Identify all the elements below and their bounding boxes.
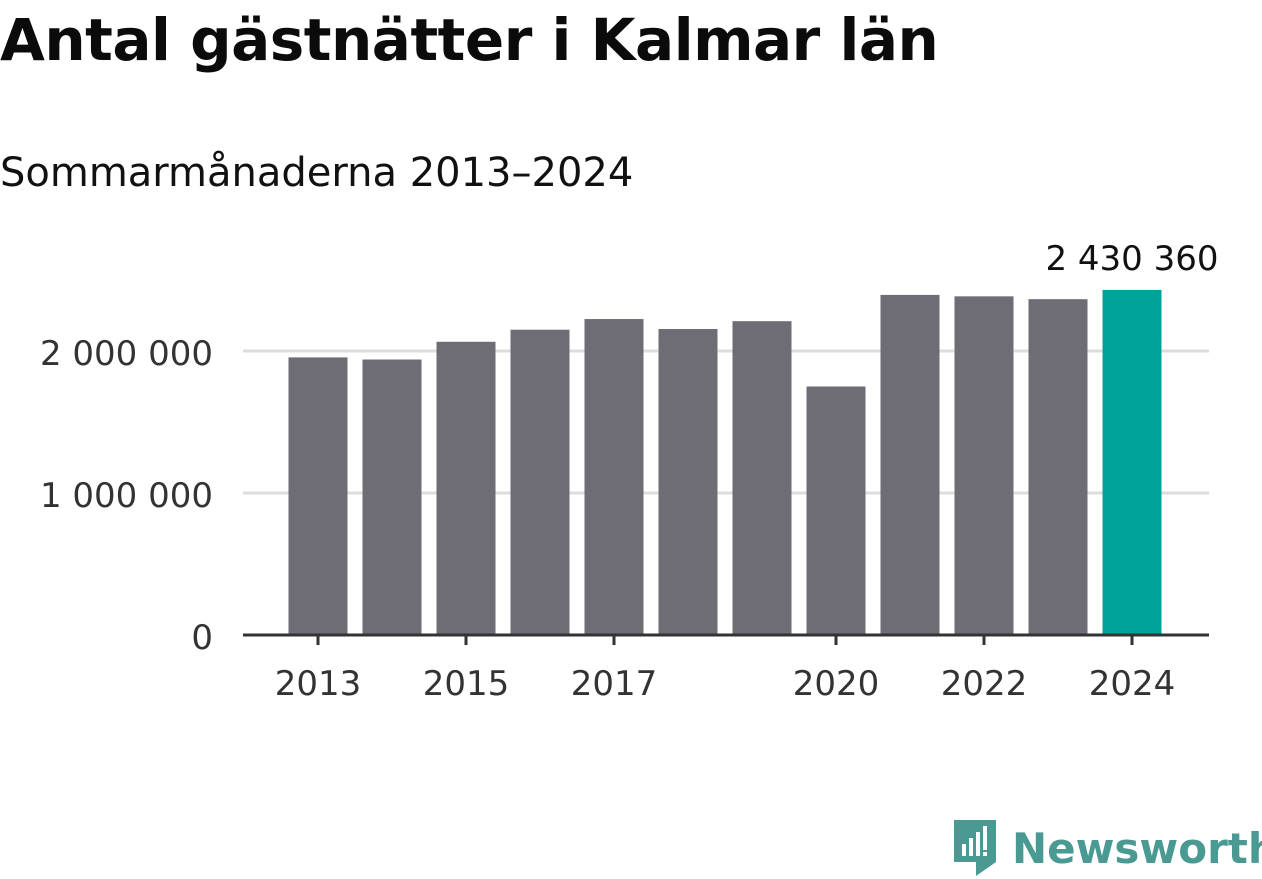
bar [288, 357, 348, 635]
chart-subtitle: Sommarmånaderna 2013–2024 [0, 150, 634, 196]
brand-logo: Newsworthy [950, 818, 1262, 878]
bar [658, 328, 718, 635]
y-tick-label: 1 000 000 [40, 476, 213, 516]
bar [584, 319, 644, 635]
bar [954, 296, 1014, 635]
bar [732, 321, 792, 635]
y-tick-label: 0 [191, 618, 213, 658]
y-tick-label: 2 000 000 [40, 334, 213, 374]
x-tick-label: 2022 [941, 664, 1028, 704]
bar [436, 341, 496, 635]
bar [1102, 289, 1162, 635]
x-tick-label: 2015 [423, 664, 510, 704]
x-tick-label: 2024 [1089, 664, 1176, 704]
chart-title: Antal gästnätter i Kalmar län [0, 6, 939, 74]
x-tick-label: 2017 [571, 664, 658, 704]
bar [806, 386, 866, 635]
bar [1028, 299, 1088, 635]
bar [510, 329, 570, 635]
bar [362, 359, 422, 635]
x-tick-label: 2013 [275, 664, 362, 704]
newsworthy-logo-icon [954, 820, 996, 876]
data-label: 2 430 360 [1045, 239, 1218, 279]
x-tick-label: 2020 [793, 664, 880, 704]
bar [880, 294, 940, 635]
brand-name: Newsworthy [1012, 823, 1262, 873]
